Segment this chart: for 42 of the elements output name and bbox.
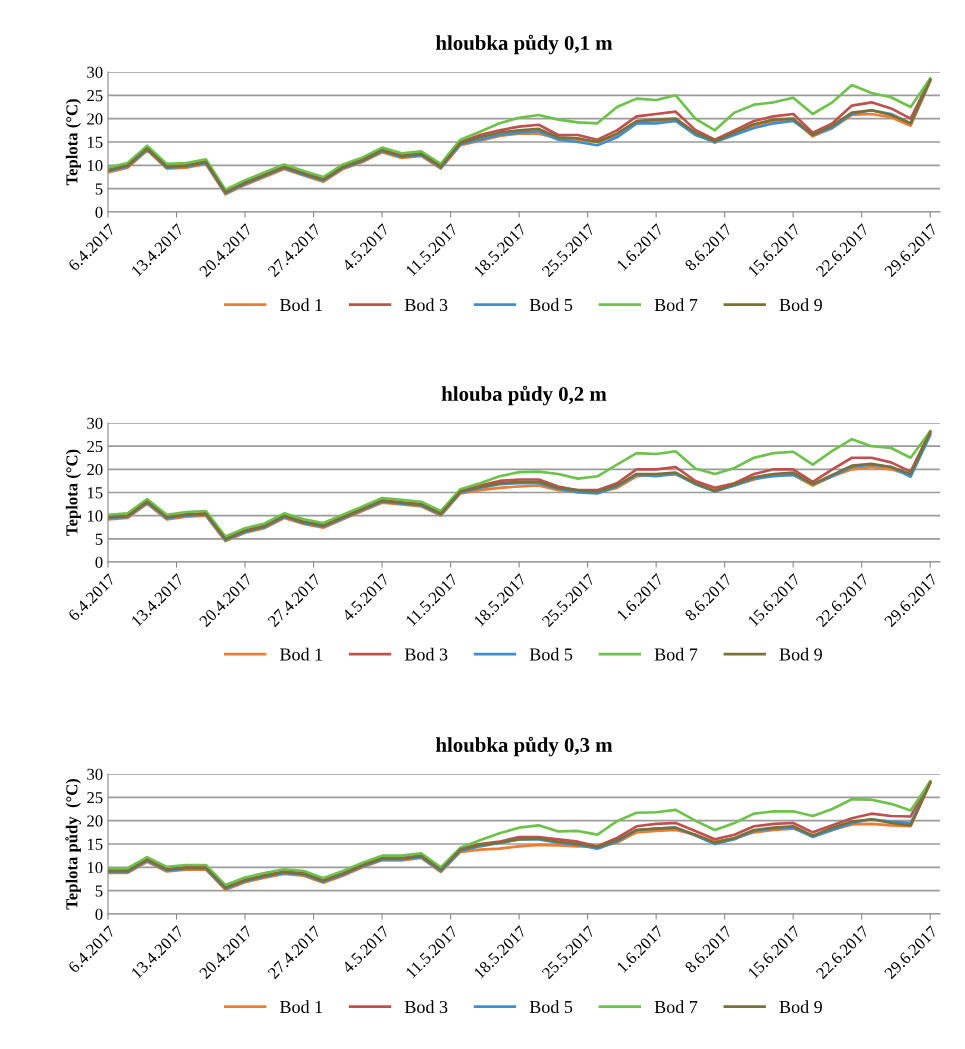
legend-label: Bod 5	[529, 298, 573, 312]
y-tick-label: 10	[87, 510, 103, 522]
y-tick-label: 5	[95, 533, 103, 545]
y-tick-label: 10	[87, 160, 103, 172]
chart-title: hloubka půdy 0,1 m	[435, 34, 613, 55]
legend-label: Bod 7	[654, 1000, 698, 1014]
y-axis-title: Teplota půdy (°C)	[65, 778, 81, 910]
chart-title: hloubka půdy 0,3 m	[435, 736, 613, 757]
y-tick-label: 0	[95, 556, 103, 568]
y-tick-label: 15	[87, 136, 103, 148]
y-tick-label: 15	[87, 838, 103, 850]
y-tick-label: 25	[87, 440, 103, 453]
y-tick-label: 20	[87, 815, 103, 827]
y-tick-label: 20	[87, 113, 103, 125]
y-tick-label: 30	[87, 768, 103, 780]
y-tick-label: 10	[87, 862, 103, 874]
y-tick-label: 25	[87, 90, 103, 102]
legend-label: Bod 9	[779, 647, 822, 661]
y-tick-label: 0	[95, 908, 103, 920]
legend-label: Bod 9	[779, 298, 822, 312]
legend-label: Bod 3	[404, 298, 448, 312]
y-tick-label: 15	[87, 487, 103, 499]
legend-label: Bod 9	[779, 1000, 822, 1014]
legend-label: Bod 5	[529, 647, 573, 661]
legend-label: Bod 7	[654, 647, 698, 661]
y-axis-title: Teplota (°C)	[65, 449, 81, 536]
legend-label: Bod 1	[280, 1000, 323, 1014]
y-axis-title: Teplota (°C)	[65, 99, 81, 186]
legend-label: Bod 3	[404, 1000, 448, 1014]
legend-label: Bod 1	[280, 298, 323, 312]
legend-label: Bod 1	[280, 647, 323, 661]
y-tick-label: 0	[95, 206, 103, 218]
y-tick-label: 5	[95, 885, 103, 897]
legend-label: Bod 3	[404, 647, 448, 661]
legend-label: Bod 5	[529, 1000, 573, 1014]
chart-title: hlouba půdy 0,2 m	[441, 385, 607, 406]
y-tick-label: 5	[95, 183, 103, 195]
y-tick-label: 30	[87, 417, 103, 429]
y-tick-label: 25	[87, 792, 103, 804]
y-tick-label: 20	[87, 464, 103, 476]
y-tick-label: 30	[87, 66, 103, 78]
legend-label: Bod 7	[654, 298, 698, 312]
